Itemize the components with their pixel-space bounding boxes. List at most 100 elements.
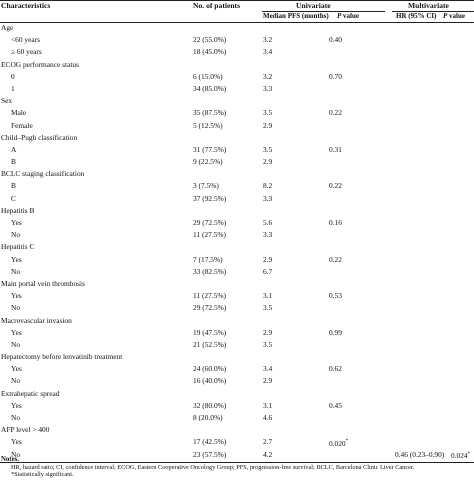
p-value-univariate: 0.53: [329, 291, 342, 301]
patient-count: 5 (12.5%): [193, 120, 223, 130]
col-header-univariate: Univariate: [296, 1, 331, 10]
median-pfs: 2.7: [263, 437, 273, 447]
results-table: Characteristics No. of patients Univaria…: [0, 0, 474, 461]
table-row: Female 5 (12.5%) 2.9: [0, 120, 474, 132]
table-row: Yes 24 (60.0%) 3.4 0.62: [0, 363, 474, 375]
table-group-row: ECOG performance status: [0, 59, 474, 71]
median-pfs: 3.4: [263, 47, 273, 57]
patient-count: 21 (52.5%): [193, 339, 227, 349]
table-row: Yes 19 (47.5%) 2.9 0.99: [0, 327, 474, 339]
row-label: BCLC staging classification: [1, 169, 85, 179]
median-pfs: 4.6: [263, 413, 273, 422]
notes-abbreviations: HR, hazard ratio; CI, confidence interva…: [11, 463, 415, 471]
median-pfs: 3.3: [263, 230, 273, 240]
row-label: No: [11, 303, 21, 313]
header-bottom-rule: [0, 22, 474, 23]
row-label: A: [11, 144, 17, 154]
patient-count: 33 (82.5%): [193, 266, 227, 276]
patient-count: 19 (47.5%): [193, 327, 227, 337]
patient-count: 24 (60.0%): [193, 364, 227, 374]
table-row: Yes 7 (17.5%) 2.9 0.22: [0, 254, 474, 266]
median-pfs: 6.7: [263, 266, 273, 276]
row-label: Extrahepatic spread: [1, 388, 60, 398]
p-value-univariate: 0.22: [329, 108, 342, 118]
col-header-hr-ci: HR (95% CI): [396, 12, 437, 20]
table-row: No 16 (40.0%) 2.9: [0, 375, 474, 387]
patient-count: 37 (92.5%): [193, 193, 227, 203]
table-row: No 11 (27.5%) 3.3: [0, 229, 474, 241]
table-group-row: Hepatitis B: [0, 205, 474, 217]
top-rule: [0, 0, 474, 1]
median-pfs: 2.9: [263, 157, 273, 167]
table-row: No 33 (82.5%) 6.7: [0, 266, 474, 278]
table-row: 0 6 (15.0%) 3.2 0.70: [0, 71, 474, 83]
patient-count: 35 (87.5%): [193, 108, 227, 118]
median-pfs: 4.2: [263, 449, 273, 459]
table-row: B 9 (22.5%) 2.9: [0, 156, 474, 168]
table-group-row: Hepatectomy before lenvatinib treatment: [0, 351, 474, 363]
col-header-p-value-multivariate: P value: [443, 12, 465, 20]
table-row: No 21 (52.5%) 3.5: [0, 339, 474, 351]
median-pfs: 3.5: [263, 108, 273, 118]
table-group-row: BCLC staging classification: [0, 168, 474, 180]
table-notes: Notes. HR, hazard ratio; CI, confidence …: [1, 456, 414, 479]
row-label: AFP level > 400: [1, 425, 50, 435]
row-label: Female: [11, 120, 33, 130]
row-label: Hepatectomy before lenvatinib treatment: [1, 352, 123, 362]
row-label: Hepatitis C: [1, 242, 35, 252]
patient-count: 29 (72.5%): [193, 218, 227, 227]
median-pfs: 3.5: [263, 339, 273, 349]
row-label: No: [11, 449, 21, 459]
median-pfs: 3.2: [263, 35, 273, 45]
row-label: Yes: [11, 364, 22, 374]
multivariate-rule: [392, 10, 474, 12]
patient-count: 29 (72.5%): [193, 303, 227, 313]
p-value-univariate: 0.62: [329, 364, 342, 374]
median-pfs: 3.5: [263, 303, 273, 313]
col-header-multivariate: Multivariate: [408, 1, 449, 10]
patient-count: 31 (77.5%): [193, 144, 227, 154]
patient-count: 7 (17.5%): [193, 254, 223, 264]
median-pfs: 2.9: [263, 327, 273, 337]
table-row: No 23 (57.5%) 4.2 0.46 (0.23–0.90) 0.024*: [0, 449, 474, 461]
table-row: B 3 (7.5%) 8.2 0.22: [0, 180, 474, 192]
p-value-univariate: 0.22: [329, 254, 342, 264]
table-row: Yes 32 (80.0%) 3.1 0.45: [0, 400, 474, 412]
row-label: Macrovascular invasion: [1, 315, 72, 325]
table-group-row: Sex: [0, 95, 474, 107]
median-pfs: 2.9: [263, 120, 273, 130]
p-value-univariate: 0.45: [329, 400, 342, 410]
row-label: B: [11, 181, 16, 191]
table-group-row: Age: [0, 22, 474, 34]
patient-count: 17 (42.5%): [193, 437, 227, 447]
p-value-univariate: 0.16: [329, 218, 342, 227]
row-label: No: [11, 230, 21, 240]
table-row: <60 years 22 (55.0%) 3.2 0.40: [0, 34, 474, 46]
patient-count: 11 (27.5%): [193, 230, 226, 240]
col-header-median-pfs: Median PFS (months): [263, 12, 329, 20]
table-row: 1 34 (85.0%) 3.3: [0, 83, 474, 95]
row-label: No: [11, 266, 21, 276]
row-label: Hepatitis B: [1, 205, 35, 215]
table-group-row: Child–Pugh classification: [0, 132, 474, 144]
table-group-row: AFP level > 400: [0, 424, 474, 436]
table-row: Yes 11 (27.5%) 3.1 0.53: [0, 290, 474, 302]
patient-count: 3 (7.5%): [193, 181, 219, 191]
table-group-row: Hepatitis C: [0, 241, 474, 253]
p-value-univariate: 0.31: [329, 144, 342, 154]
patient-count: 9 (22.5%): [193, 157, 223, 167]
p-value-univariate: 0.70: [329, 71, 342, 81]
row-label: Main portal vein thrombosis: [1, 278, 85, 288]
row-label: Yes: [11, 291, 22, 301]
table-row: Yes 29 (72.5%) 5.6 0.16: [0, 217, 474, 229]
col-header-no-patients: No. of patients: [193, 1, 241, 10]
patient-count: 11 (27.5%): [193, 291, 226, 301]
median-pfs: 3.4: [263, 364, 273, 374]
patient-count: 8 (20.0%): [193, 413, 223, 422]
median-pfs: 3.3: [263, 193, 273, 203]
univariate-rule: [262, 10, 385, 12]
table-group-row: Main portal vein thrombosis: [0, 278, 474, 290]
table-group-row: Extrahepatic spread: [0, 388, 474, 400]
header-row-1: Characteristics No. of patients Univaria…: [0, 0, 474, 11]
median-pfs: 8.2: [263, 181, 273, 191]
